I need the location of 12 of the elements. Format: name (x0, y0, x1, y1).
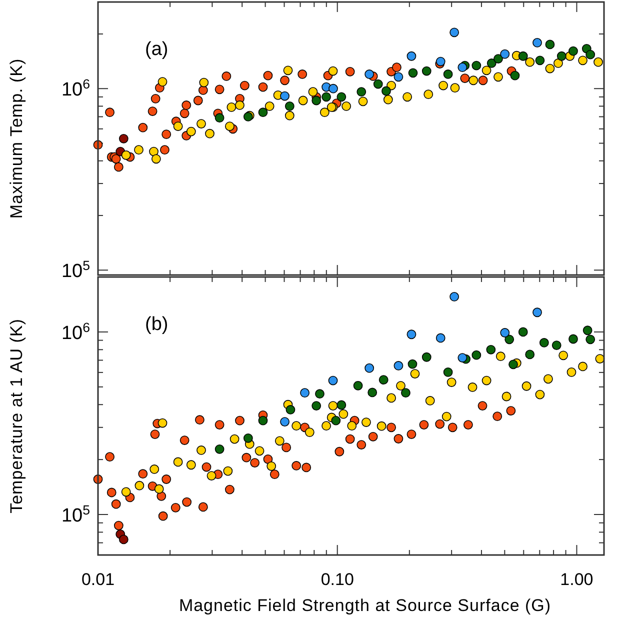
annotation: (a) (145, 39, 168, 60)
y-tick-label: 10$^{5}$ (61, 258, 90, 282)
x-axis-title: Magnetic Field Strength at Source Surface (G) (178, 596, 552, 615)
y-axis-title: Temperature at 1 AU (K) (7, 318, 26, 514)
y-tick-label: 10$^{5}$ (61, 502, 90, 526)
y-axis-title: Maximum Temp. (K) (7, 58, 26, 219)
x-tick-label: 0.10 (320, 570, 354, 589)
x-tick-label: 0.01 (81, 570, 115, 589)
x-tick-label: 1.00 (560, 570, 594, 589)
y-tick-label: 10$^{6}$ (61, 319, 90, 344)
y-tick-label: 10$^{6}$ (61, 76, 90, 101)
annotation: (b) (145, 314, 168, 335)
